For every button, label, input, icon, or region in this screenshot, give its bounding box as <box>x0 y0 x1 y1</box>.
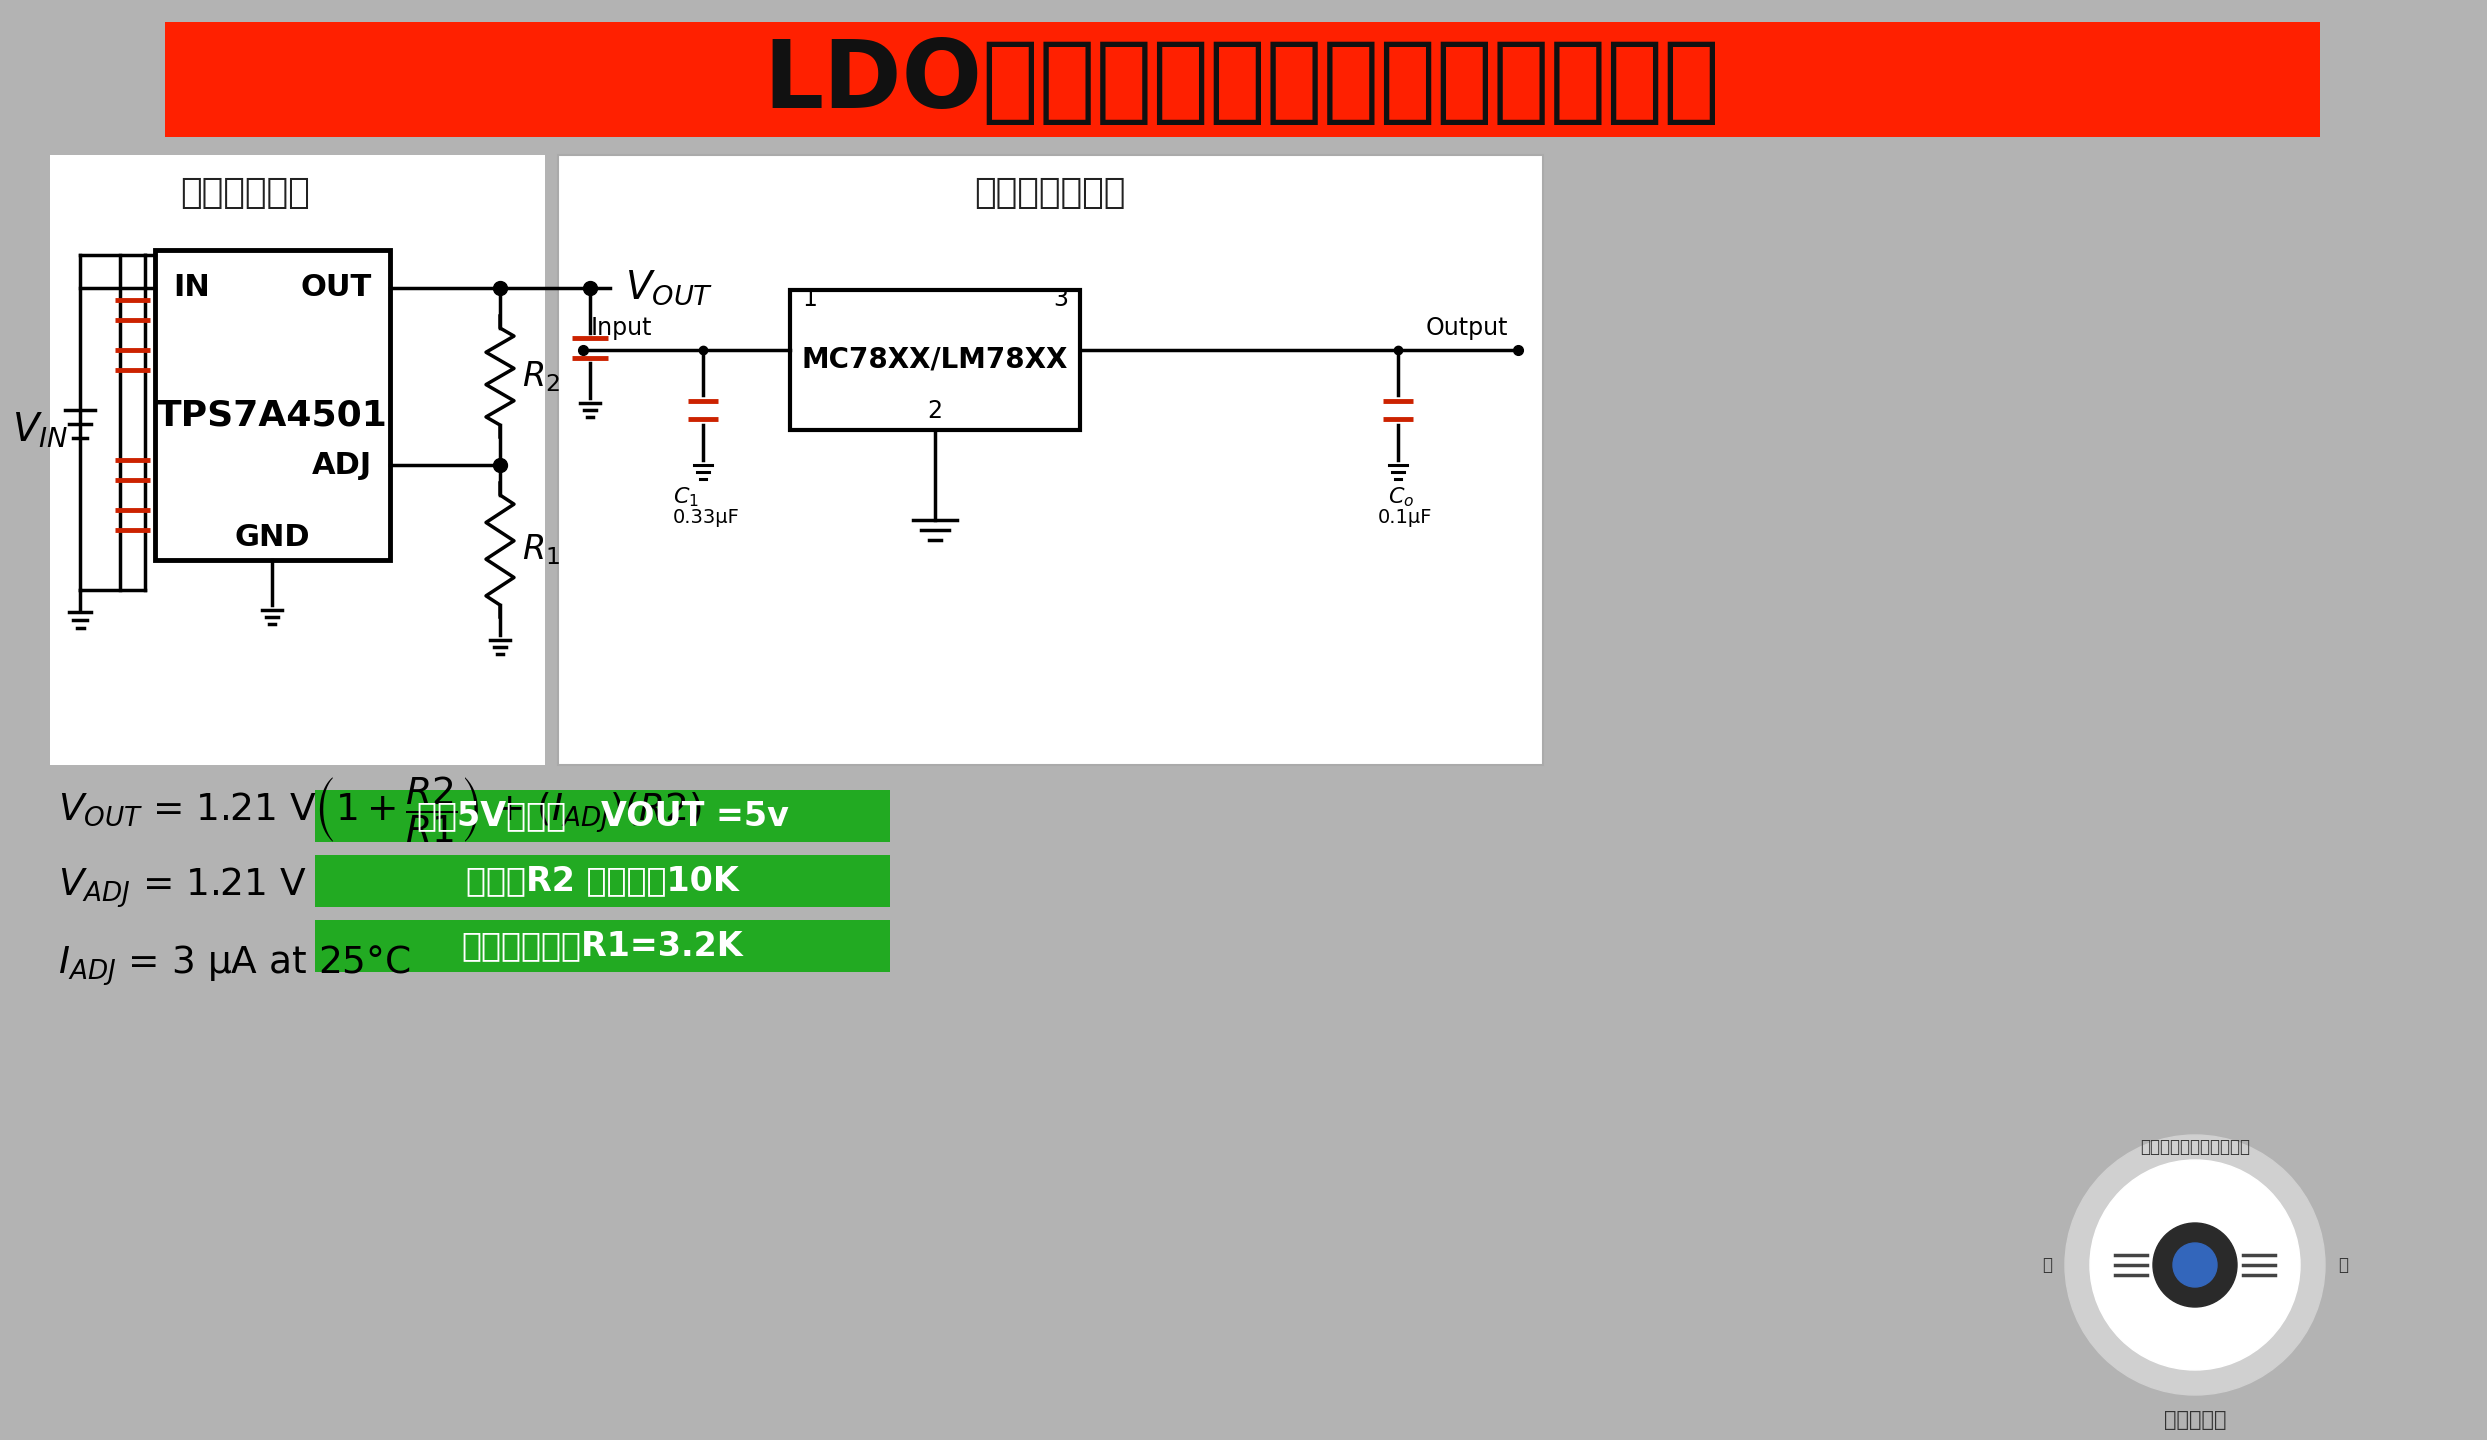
Text: 师: 师 <box>2338 1256 2348 1274</box>
Circle shape <box>2064 1135 2325 1395</box>
Text: $R_1$: $R_1$ <box>522 533 560 567</box>
Circle shape <box>2174 1243 2216 1287</box>
Bar <box>154 251 390 560</box>
Text: $V_{ADJ}$ = 1.21 V: $V_{ADJ}$ = 1.21 V <box>57 865 306 910</box>
Text: $V_{OUT}$ = 1.21 V$\left(1 + \dfrac{R2}{R1}\right)$ + $(I_{ADJ})(R2)$: $V_{OUT}$ = 1.21 V$\left(1 + \dfrac{R2}{… <box>57 775 701 845</box>
Text: Output: Output <box>1425 315 1507 340</box>
Bar <box>164 22 2320 137</box>
Text: 1: 1 <box>801 287 816 311</box>
Text: 输出可配置型: 输出可配置型 <box>179 176 311 210</box>
Circle shape <box>2089 1161 2300 1369</box>
Text: 配甘5V输出：   VOUT =5v: 配甘5V输出： VOUT =5v <box>415 799 788 832</box>
Text: IN: IN <box>174 274 209 302</box>
Bar <box>50 156 545 765</box>
Text: TPS7A4501: TPS7A4501 <box>157 397 388 432</box>
Text: $V_{IN}$: $V_{IN}$ <box>12 410 67 449</box>
Text: $R_2$: $R_2$ <box>522 359 560 395</box>
Bar <box>316 855 890 907</box>
Text: 输出不可配置型: 输出不可配置型 <box>975 176 1127 210</box>
Text: $C_1$: $C_1$ <box>674 485 699 508</box>
Text: 3: 3 <box>1052 287 1067 311</box>
Text: 0.1μF: 0.1μF <box>1378 508 1433 527</box>
Bar <box>316 920 890 972</box>
Text: MC78XX/LM78XX: MC78XX/LM78XX <box>801 346 1069 374</box>
Text: 0.33μF: 0.33μF <box>674 508 739 527</box>
Text: GND: GND <box>234 524 311 553</box>
Text: 则可以计算出R1=3.2K: 则可以计算出R1=3.2K <box>463 929 744 962</box>
Text: LDO降压芯片如何选取，如何使用: LDO降压芯片如何选取，如何使用 <box>764 36 1721 128</box>
Bar <box>791 289 1079 431</box>
Text: 先选择R2 如果选用10K: 先选择R2 如果选用10K <box>465 864 739 897</box>
Text: 电: 电 <box>2042 1256 2052 1274</box>
Bar <box>557 156 1542 765</box>
Bar <box>316 791 890 842</box>
Text: $V_{OUT}$: $V_{OUT}$ <box>624 269 714 307</box>
Text: ADJ: ADJ <box>311 451 373 480</box>
Text: $I_{ADJ}$ = 3 μA at 25°C: $I_{ADJ}$ = 3 μA at 25°C <box>57 943 410 988</box>
Text: $C_o$: $C_o$ <box>1388 485 1415 508</box>
Text: 2: 2 <box>928 399 943 423</box>
Text: 新你一月成为高级工程师: 新你一月成为高级工程师 <box>2139 1138 2251 1156</box>
Circle shape <box>2154 1223 2236 1308</box>
Text: OUT: OUT <box>301 274 373 302</box>
Text: Input: Input <box>592 315 652 340</box>
Text: 高级工程师: 高级工程师 <box>2164 1410 2226 1430</box>
